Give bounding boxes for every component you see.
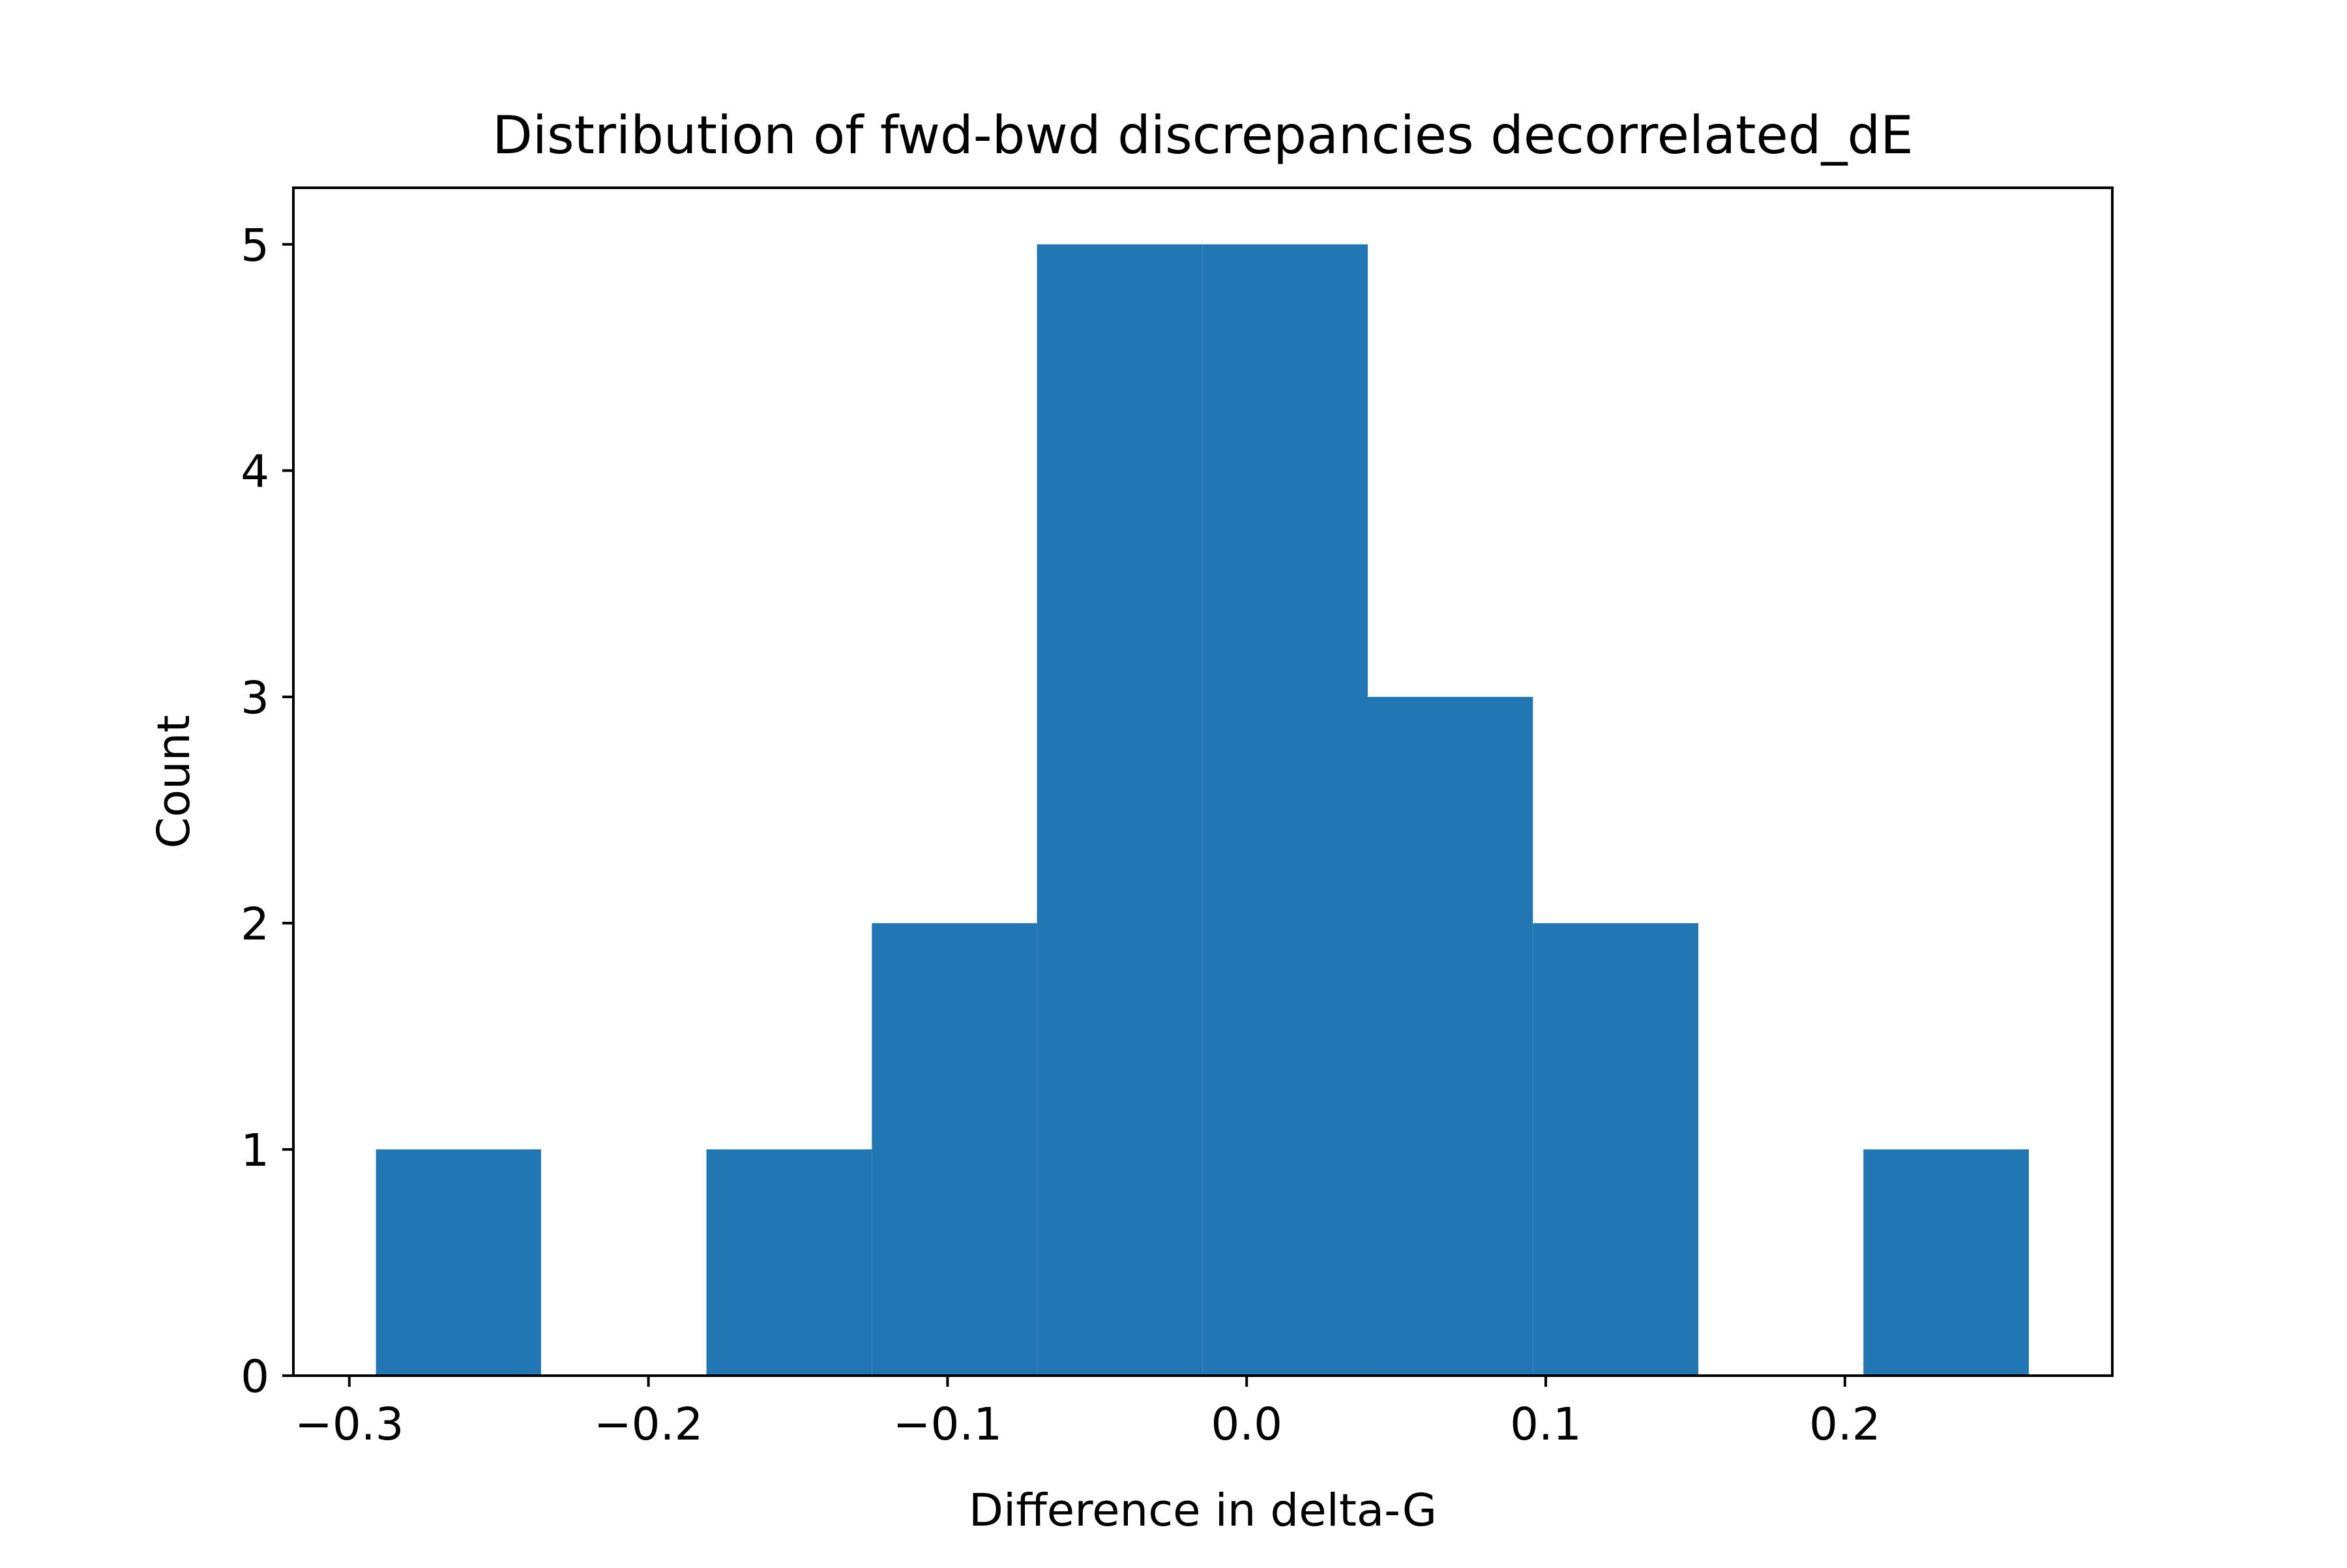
x-axis-label: Difference in delta-G bbox=[969, 1485, 1437, 1537]
y-tick-label: 0 bbox=[241, 1351, 269, 1403]
bars-layer bbox=[376, 244, 2029, 1376]
histogram-bar bbox=[376, 1149, 541, 1376]
histogram-bar bbox=[1037, 244, 1203, 1376]
histogram-bar bbox=[872, 923, 1037, 1376]
x-tick-label: −0.3 bbox=[295, 1398, 404, 1451]
y-tick-label: 1 bbox=[241, 1125, 269, 1177]
x-tick-label: 0.0 bbox=[1211, 1398, 1282, 1451]
histogram-bar bbox=[706, 1149, 872, 1376]
plot-area-frame bbox=[292, 186, 2114, 1377]
x-tick-label: −0.2 bbox=[594, 1398, 703, 1451]
x-tick-label: −0.1 bbox=[893, 1398, 1003, 1451]
x-tick-label: 0.2 bbox=[1809, 1398, 1881, 1451]
chart-title: Distribution of fwd-bwd discrepancies de… bbox=[492, 105, 1913, 166]
y-tick-label: 4 bbox=[241, 446, 269, 498]
y-tick-label: 2 bbox=[241, 898, 269, 951]
histogram-bar bbox=[1202, 244, 1368, 1376]
histogram-bar bbox=[1533, 923, 1699, 1376]
x-axis-ticks: −0.3 −0.2 −0.1 0.0 0.1 0.2 bbox=[295, 1376, 1881, 1451]
histogram-bar bbox=[1863, 1149, 2029, 1376]
y-axis-label: Count bbox=[148, 715, 200, 849]
y-tick-label: 5 bbox=[241, 220, 269, 272]
y-axis-ticks: 0 1 2 3 4 5 bbox=[241, 220, 293, 1403]
histogram-bar bbox=[1368, 696, 1533, 1376]
x-tick-label: 0.1 bbox=[1510, 1398, 1582, 1451]
y-tick-label: 3 bbox=[241, 672, 269, 724]
